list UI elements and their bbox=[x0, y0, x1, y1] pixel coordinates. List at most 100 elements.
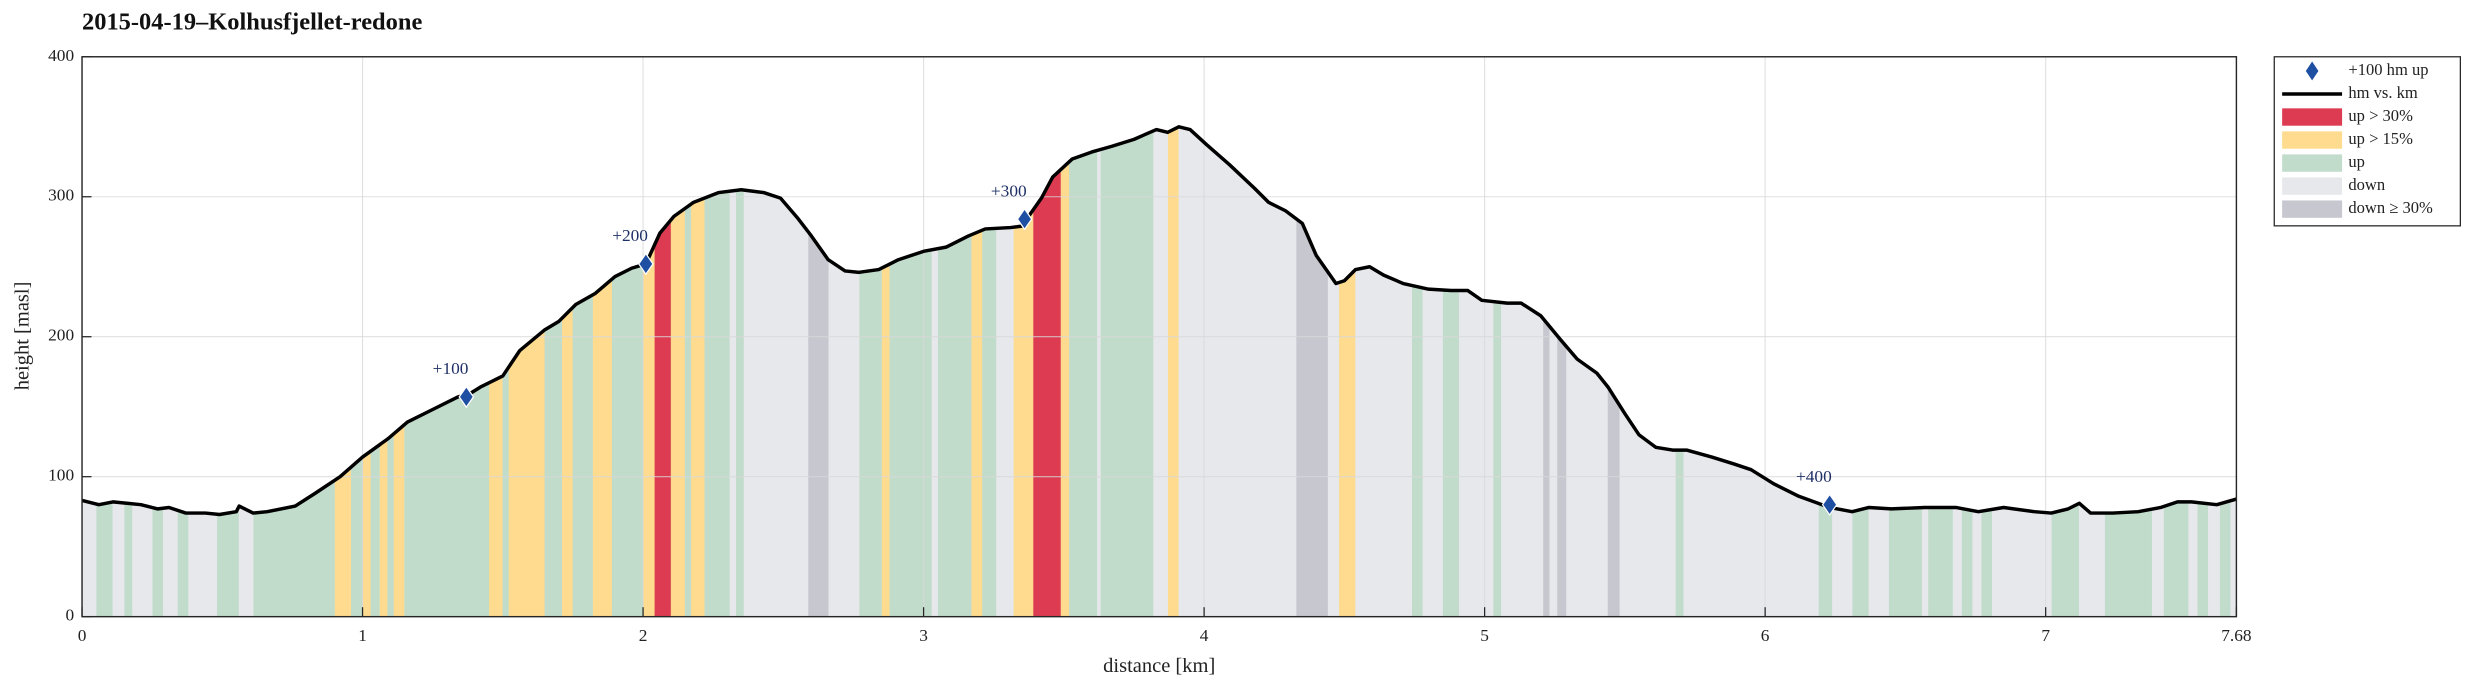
slope-band bbox=[1992, 507, 2052, 617]
legend-swatch bbox=[2282, 108, 2343, 126]
slope-band bbox=[508, 329, 546, 617]
slope-band bbox=[735, 189, 745, 617]
legend-label: up bbox=[2348, 152, 2365, 171]
slope-band bbox=[1961, 508, 1974, 617]
marker-label: +400 bbox=[1796, 467, 1832, 486]
x-tick-label: 5 bbox=[1480, 626, 1489, 645]
slope-band bbox=[808, 231, 829, 617]
legend-label: down ≥ 30% bbox=[2348, 198, 2433, 217]
slope-band bbox=[370, 444, 380, 617]
slope-band bbox=[252, 479, 335, 617]
slope-band bbox=[937, 234, 972, 617]
slope-band bbox=[1921, 507, 1929, 617]
slope-band bbox=[177, 509, 189, 617]
slope-band bbox=[1543, 318, 1550, 617]
marker-label: +300 bbox=[991, 181, 1027, 200]
legend-label: down bbox=[2348, 175, 2385, 194]
slope-band bbox=[743, 189, 809, 617]
slope-band bbox=[1972, 510, 1982, 617]
slope-band bbox=[1327, 270, 1340, 617]
slope-band bbox=[1153, 129, 1168, 617]
slope-band bbox=[387, 433, 394, 617]
climb-marker bbox=[638, 252, 654, 276]
slope-band bbox=[2196, 502, 2209, 617]
slope-band bbox=[1818, 502, 1833, 617]
y-tick-label: 300 bbox=[48, 186, 74, 205]
slope-band bbox=[1296, 218, 1328, 617]
slope-band bbox=[163, 507, 178, 617]
axes-box bbox=[81, 56, 2238, 618]
slope-band bbox=[2163, 501, 2190, 617]
slope-band bbox=[1178, 126, 1297, 617]
climb-marker bbox=[1016, 207, 1033, 231]
legend-label: up > 15% bbox=[2348, 129, 2413, 148]
y-tick-label: 400 bbox=[48, 46, 74, 65]
legend-swatch bbox=[2305, 61, 2319, 81]
legend-label: +100 hm up bbox=[2348, 60, 2428, 79]
slope-band bbox=[827, 259, 860, 617]
slope-band bbox=[1618, 403, 1676, 617]
x-tick-label: 3 bbox=[919, 626, 928, 645]
slope-band bbox=[488, 375, 504, 617]
climb-marker bbox=[458, 385, 475, 409]
slope-band bbox=[1338, 268, 1356, 617]
slope-band bbox=[2208, 503, 2220, 617]
slope-band bbox=[592, 278, 613, 617]
slope-band bbox=[502, 366, 509, 617]
slope-band bbox=[2151, 506, 2164, 617]
slope-band bbox=[1548, 325, 1558, 617]
slope-band bbox=[2104, 508, 2153, 617]
slope-band bbox=[1355, 266, 1413, 617]
slope-band bbox=[1411, 285, 1424, 617]
x-tick-label: 7.68 bbox=[2221, 626, 2251, 645]
slope-band bbox=[982, 227, 997, 617]
slope-band bbox=[1927, 507, 1954, 617]
slope-band bbox=[362, 450, 372, 617]
slope-band bbox=[188, 512, 218, 617]
slope-band bbox=[351, 456, 363, 617]
x-tick-label: 7 bbox=[2041, 626, 2050, 645]
slope-band bbox=[132, 503, 153, 617]
slope-band bbox=[81, 500, 97, 617]
marker-label: +100 bbox=[433, 359, 469, 378]
slope-band bbox=[1952, 507, 1962, 617]
slope-band bbox=[729, 190, 736, 617]
slope-band bbox=[2188, 501, 2198, 617]
slope-band bbox=[1167, 126, 1180, 617]
x-tick-label: 1 bbox=[358, 626, 367, 645]
slope-band bbox=[858, 267, 882, 617]
slope-band bbox=[112, 501, 125, 617]
slope-band bbox=[1565, 345, 1609, 617]
legend-swatch bbox=[2282, 131, 2343, 149]
slope-band bbox=[2219, 500, 2232, 617]
slope-band bbox=[1888, 507, 1923, 617]
slope-band bbox=[334, 466, 352, 617]
slope-band bbox=[1675, 449, 1685, 617]
slope-band bbox=[690, 197, 706, 617]
slope-band bbox=[544, 317, 563, 617]
slope-band bbox=[642, 245, 655, 617]
x-tick-label: 6 bbox=[1761, 626, 1770, 645]
legend-swatch bbox=[2282, 154, 2343, 172]
slope-band bbox=[1851, 507, 1870, 617]
slope-band bbox=[95, 501, 114, 617]
x-tick-label: 4 bbox=[1200, 626, 1209, 645]
x-tick-label: 0 bbox=[78, 626, 87, 645]
slope-band bbox=[151, 507, 164, 617]
slope-band bbox=[238, 505, 254, 617]
marker-label: +200 bbox=[612, 226, 648, 245]
legend-swatch bbox=[2282, 200, 2343, 218]
slope-band bbox=[1501, 302, 1544, 617]
slope-band bbox=[611, 264, 644, 617]
slope-band bbox=[1607, 386, 1620, 617]
slope-band bbox=[393, 423, 405, 617]
slope-band bbox=[931, 248, 938, 617]
legend-label: up > 30% bbox=[2348, 106, 2413, 125]
slope-band bbox=[1868, 507, 1889, 617]
slope-band bbox=[123, 502, 133, 617]
slope-band bbox=[1980, 508, 1993, 617]
y-tick-label: 200 bbox=[48, 326, 74, 345]
y-axis-label: height [masl] bbox=[11, 282, 33, 391]
slope-band bbox=[653, 218, 672, 617]
slope-band bbox=[970, 229, 983, 617]
